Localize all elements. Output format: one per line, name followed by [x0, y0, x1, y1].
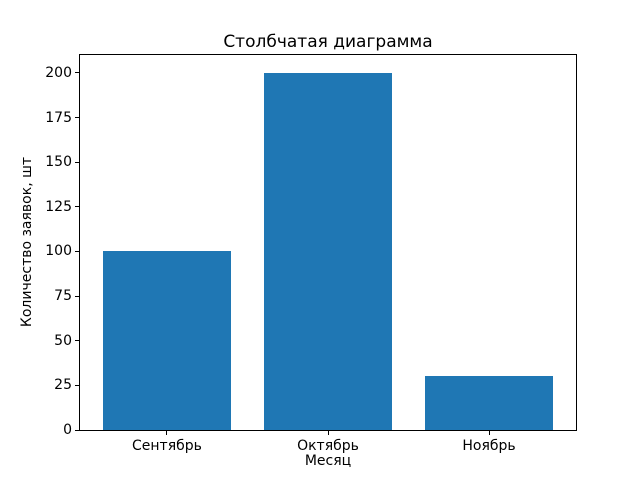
y-tick-mark: [75, 72, 79, 74]
y-tick-mark: [75, 429, 79, 431]
x-tick-mark: [488, 431, 490, 435]
y-tick-label: 175: [45, 109, 72, 126]
y-tick-mark: [75, 161, 79, 163]
y-tick-label: 0: [63, 422, 72, 438]
x-axis-label: Месяц: [304, 453, 352, 469]
y-tick-mark: [75, 250, 79, 252]
y-tick-mark: [75, 206, 79, 208]
plot-area: 0 25 50 75 100 125 150 175 200 Сентябрь Октябрь Ноя…: [45, 54, 577, 454]
y-tick-label: 125: [45, 198, 72, 215]
x-tick-label: Ноябрь: [462, 438, 516, 454]
y-tick-label: 100: [45, 243, 72, 260]
chart-title: Столбчатая диаграмма: [223, 32, 433, 52]
bar: [102, 251, 232, 430]
y-tick-label: 150: [45, 154, 72, 171]
y-tick-label: 25: [54, 377, 72, 394]
y-tick-mark: [75, 340, 79, 342]
bar: [263, 72, 393, 430]
x-tick-label: Сентябрь: [132, 438, 202, 454]
y-tick-label: 50: [54, 332, 72, 349]
y-tick-mark: [75, 117, 79, 118]
bar: [424, 376, 554, 430]
x-tick-mark: [166, 431, 168, 435]
y-axis-label: Количество заявок, шт: [19, 156, 35, 328]
y-tick-mark: [75, 384, 79, 386]
x-tick-mark: [327, 431, 329, 435]
y-tick-label: 75: [54, 288, 72, 305]
y-tick-label: 200: [45, 64, 72, 81]
x-tick-label: Октябрь: [297, 438, 359, 454]
y-tick-mark: [75, 295, 79, 297]
